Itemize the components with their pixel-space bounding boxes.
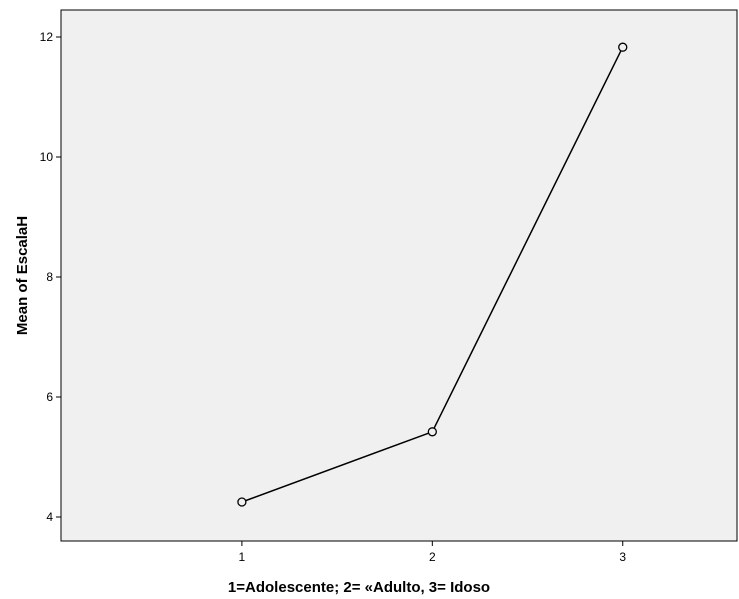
plot-area [60, 9, 738, 542]
data-point [618, 42, 628, 52]
y-axis-ticks: 4 6 8 10 12 [40, 30, 61, 524]
y-tick-label: 4 [46, 510, 53, 524]
y-tick-label: 10 [40, 150, 54, 164]
series-mean [237, 42, 628, 507]
x-axis-ticks: 1 2 3 [239, 541, 626, 564]
y-axis-title: Mean of EscalaH [14, 216, 31, 335]
y-tick-label: 12 [40, 30, 54, 44]
data-point [427, 427, 437, 437]
x-tick-label: 1 [239, 550, 246, 564]
y-tick-label: 6 [46, 390, 53, 404]
y-tick-label: 8 [46, 270, 53, 284]
x-tick-label: 3 [619, 550, 626, 564]
x-tick-label: 2 [429, 550, 436, 564]
x-axis-title: 1=Adolescente; 2= «Adulto, 3= Idoso [228, 579, 490, 596]
data-point [237, 497, 247, 507]
